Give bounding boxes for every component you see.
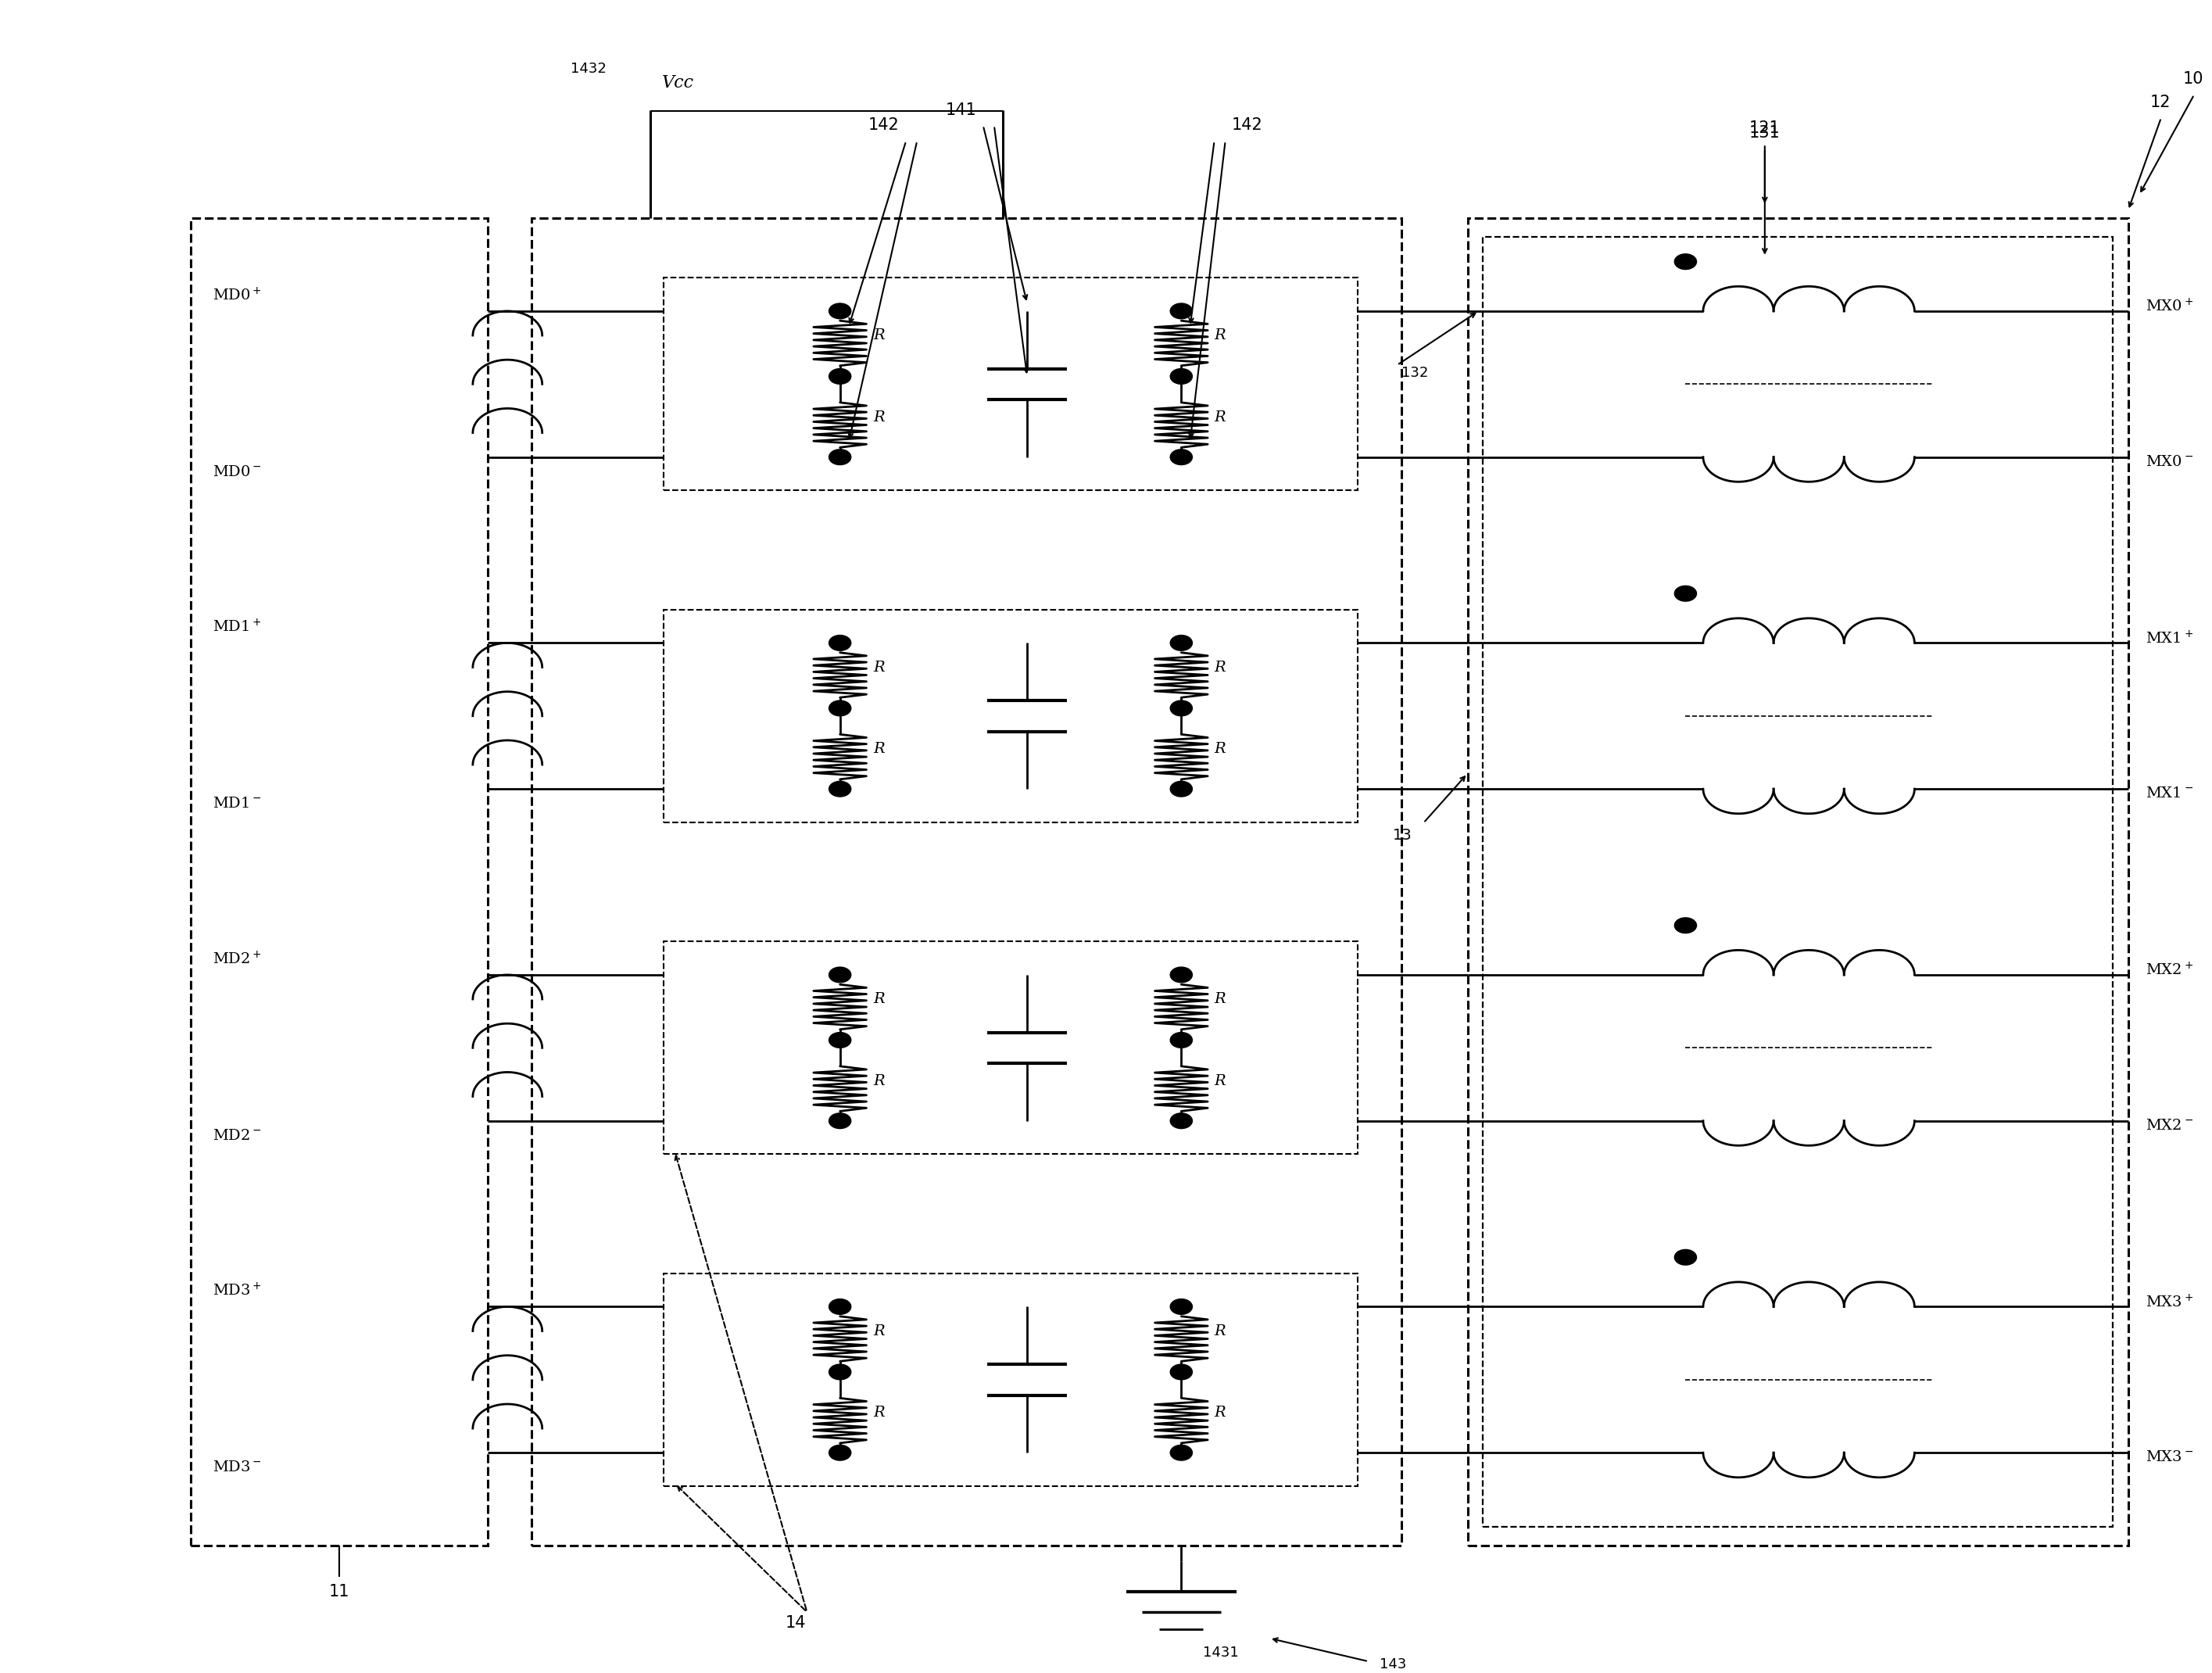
Text: R: R	[874, 410, 885, 425]
Text: R: R	[874, 1074, 885, 1087]
Text: R: R	[1214, 1074, 1225, 1087]
Circle shape	[830, 1363, 852, 1380]
Text: 143: 143	[1380, 1658, 1407, 1671]
Text: MD1$^+$: MD1$^+$	[212, 619, 261, 636]
Text: MX2$^-$: MX2$^-$	[2146, 1119, 2194, 1133]
Circle shape	[1170, 1032, 1192, 1047]
Circle shape	[1170, 1298, 1192, 1315]
Bar	[664, 1273, 1358, 1486]
Text: MD0$^+$: MD0$^+$	[212, 286, 261, 303]
Text: 142: 142	[869, 117, 900, 134]
Circle shape	[1674, 254, 1697, 269]
Text: R: R	[874, 743, 885, 756]
Circle shape	[1674, 918, 1697, 934]
Text: R: R	[1214, 992, 1225, 1005]
Circle shape	[1170, 450, 1192, 465]
Text: R: R	[874, 661, 885, 674]
Text: 14: 14	[785, 1614, 807, 1631]
Text: R: R	[1214, 743, 1225, 756]
Circle shape	[1170, 781, 1192, 796]
Text: R: R	[1214, 1323, 1225, 1338]
Text: 12: 12	[2150, 94, 2170, 110]
Text: MX1$^-$: MX1$^-$	[2146, 786, 2194, 801]
Circle shape	[830, 967, 852, 982]
Circle shape	[1170, 701, 1192, 716]
Text: R: R	[874, 328, 885, 343]
Text: MD0$^-$: MD0$^-$	[212, 465, 261, 478]
Circle shape	[830, 303, 852, 320]
Bar	[664, 278, 1358, 490]
Circle shape	[830, 781, 852, 796]
Circle shape	[830, 1298, 852, 1315]
Text: MD1$^-$: MD1$^-$	[212, 796, 261, 811]
Text: 1431: 1431	[1203, 1646, 1239, 1660]
Bar	[664, 609, 1358, 821]
Circle shape	[830, 1445, 852, 1461]
Text: 11: 11	[330, 1584, 349, 1599]
Circle shape	[830, 636, 852, 651]
Bar	[1482, 236, 2112, 1527]
Circle shape	[830, 701, 852, 716]
Text: 132: 132	[1402, 366, 1429, 380]
Circle shape	[1170, 368, 1192, 385]
Bar	[664, 942, 1358, 1154]
Text: 1432: 1432	[571, 62, 606, 75]
Text: R: R	[1214, 661, 1225, 674]
Text: MD3$^+$: MD3$^+$	[212, 1282, 261, 1298]
Circle shape	[830, 1113, 852, 1129]
Text: MD2$^-$: MD2$^-$	[212, 1129, 261, 1143]
Text: MX0$^-$: MX0$^-$	[2146, 455, 2194, 468]
Circle shape	[830, 1032, 852, 1047]
Circle shape	[1674, 1250, 1697, 1265]
Text: R: R	[1214, 410, 1225, 425]
Text: MX1$^+$: MX1$^+$	[2146, 631, 2194, 647]
Text: R: R	[1214, 328, 1225, 343]
Text: 131: 131	[1750, 125, 1781, 141]
Text: R: R	[874, 992, 885, 1005]
Circle shape	[1170, 1363, 1192, 1380]
Bar	[531, 217, 1402, 1546]
Bar	[1467, 217, 2128, 1546]
Text: MX3$^-$: MX3$^-$	[2146, 1450, 2194, 1464]
Text: MD3$^-$: MD3$^-$	[212, 1461, 261, 1474]
Text: MX3$^+$: MX3$^+$	[2146, 1293, 2194, 1310]
Text: 13: 13	[1394, 828, 1413, 843]
Text: MD2$^+$: MD2$^+$	[212, 950, 261, 967]
Text: MX2$^+$: MX2$^+$	[2146, 962, 2194, 979]
Bar	[190, 217, 487, 1546]
Circle shape	[1170, 636, 1192, 651]
Circle shape	[830, 450, 852, 465]
Text: 141: 141	[945, 102, 978, 117]
Text: R: R	[874, 1323, 885, 1338]
Circle shape	[1170, 967, 1192, 982]
Circle shape	[1170, 1445, 1192, 1461]
Text: 142: 142	[1232, 117, 1263, 134]
Circle shape	[1674, 586, 1697, 601]
Text: R: R	[1214, 1405, 1225, 1420]
Circle shape	[1170, 303, 1192, 320]
Text: Vcc: Vcc	[661, 74, 695, 92]
Circle shape	[830, 368, 852, 385]
Text: R: R	[874, 1405, 885, 1420]
Text: MX0$^+$: MX0$^+$	[2146, 298, 2194, 315]
Text: 121: 121	[1750, 120, 1781, 136]
Text: 10: 10	[2183, 72, 2203, 87]
Circle shape	[1170, 1113, 1192, 1129]
